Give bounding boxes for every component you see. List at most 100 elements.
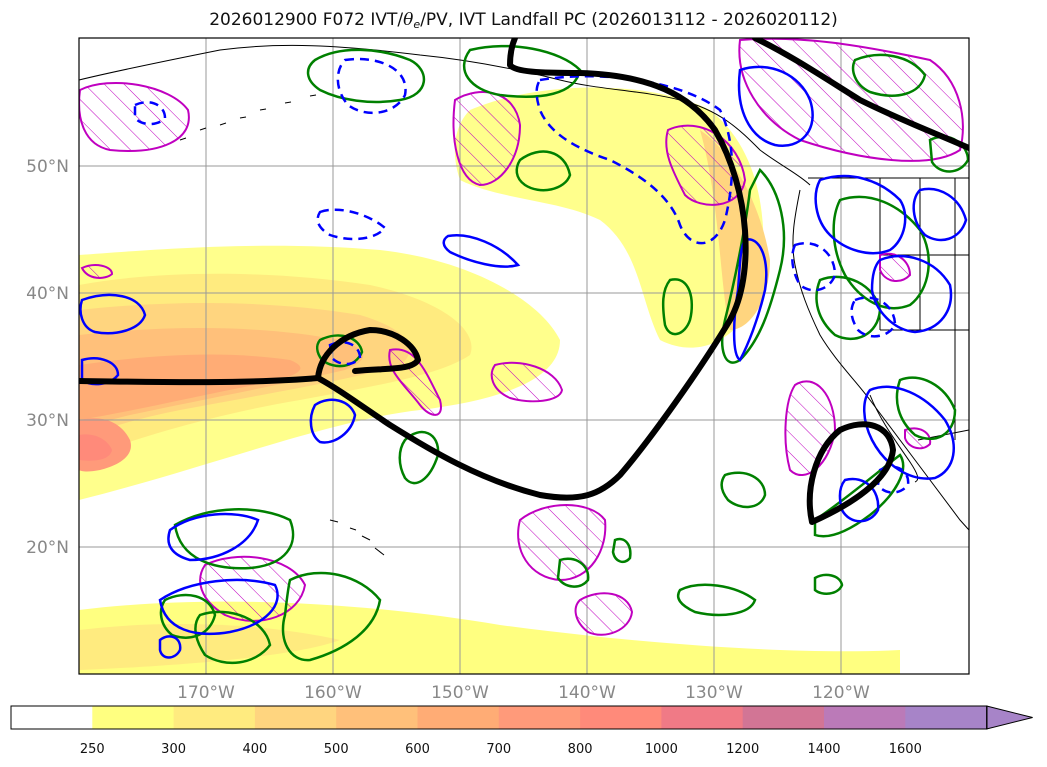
colorbar-swatch-11 [905,706,988,729]
lon-label-140w: 140°W [558,683,616,703]
colorbar-tick-1200: 1200 [726,742,759,757]
theta-e-contour-14 [158,635,182,659]
colorbar-swatch-5 [417,706,500,729]
colorbar-swatch-1 [92,706,175,729]
pv-contour-12 [281,571,382,662]
theta-e-contour-1 [737,65,814,148]
theta-e-contour-13 [912,187,968,242]
pv-contour-2 [463,44,582,98]
north-america-coast [792,189,969,531]
theta-e-dashed-5 [791,242,837,292]
theta-e-dashed-4 [133,101,167,126]
colorbar-swatch-0 [11,706,93,729]
theta-e-contour-8 [863,385,955,480]
landfall-pc-loop [315,327,421,381]
colorbar-swatch-8 [661,706,744,729]
theta-e-contour-3 [79,293,147,335]
ivt-band-1000 [79,434,112,461]
colorbar-tick-600: 600 [405,742,430,757]
lat-label-20: 20°N [26,538,69,558]
theta-e-contour-9 [309,398,357,444]
theta-e-dashed-7 [328,341,362,366]
hatch-region-6 [490,361,564,403]
pv-contour-17 [813,573,844,595]
pv-contour-1 [306,48,426,104]
theta-e-contour-10 [167,512,260,562]
longitude-labels: 170°W 160°W 150°W 140°W 130°W 120°W [177,683,870,703]
lon-label-130w: 130°W [685,683,743,703]
colorbar-extend-arrow [986,705,1033,730]
hawaii-islands [329,519,385,556]
pv-contour-5 [661,278,694,336]
colorbar-tick-1400: 1400 [807,742,840,757]
hatch-region-9 [199,555,307,622]
lat-label-40: 40°N [26,284,69,304]
colorbar-tick-800: 800 [568,742,593,757]
colorbar-swatch-6 [498,706,581,729]
theta-e-dashed-3 [316,208,387,241]
colorbar-tick-300: 300 [161,742,186,757]
colorbar-tick-400: 400 [242,742,267,757]
hatch-region-8 [517,504,607,582]
pv-contour-6 [832,195,930,310]
colorbar-tick-1000: 1000 [645,742,678,757]
hatch-region-10 [574,592,634,636]
pv-contour-3 [515,150,572,192]
landfall-pc-southern-loop [806,421,896,525]
pv-contour-7 [815,275,882,341]
landfall-pc-contour [79,38,969,525]
colorbar-swatches [11,706,988,729]
map-frame [78,37,970,675]
colorbar-swatch-9 [742,706,825,729]
colorbar-tick-1600: 1600 [889,742,922,757]
colorbar-frame [10,705,988,730]
colorbar-swatch-3 [254,706,337,729]
colorbar-swatch-2 [173,706,256,729]
hatched-regions [79,38,964,636]
landfall-pc-main [79,38,749,501]
ivt-band-600 [79,354,301,420]
hatch-region-11 [80,264,114,279]
colorbar: 250 300 400 500 600 700 800 1000 1200 1400 1600 [10,705,1033,757]
hatch-region-13 [904,427,932,450]
pv-contours [159,44,969,665]
theta-e-contour-2 [442,234,521,268]
lon-label-150w: 150°W [431,683,489,703]
colorbar-tick-700: 700 [486,742,511,757]
pv-contour-19 [194,610,272,665]
pv-contour-22 [851,53,927,97]
theta-e-dashed-1 [336,57,407,115]
theta-e-contour-11 [158,578,279,636]
hatch-region-1 [79,81,190,152]
colorbar-tick-250: 250 [80,742,105,757]
theta-e-contour-6 [814,174,907,255]
pv-contour-20 [556,557,590,588]
theta-e-contour-7 [870,255,953,334]
colorbar-swatch-4 [336,706,418,729]
colorbar-swatch-7 [580,706,662,729]
map-title: 2026012900 F072 IVT/θe/PV, IVT Landfall … [209,10,838,31]
pv-contour-15 [720,471,767,509]
lon-label-120w: 120°W [812,683,870,703]
colorbar-ticks: 250 300 400 500 600 700 800 1000 1200 1400 1600 [80,742,922,757]
hatch-region-4 [738,38,964,162]
pv-contour-14 [676,583,757,617]
pv-contour-8 [895,376,957,441]
hatch-region-12 [879,252,912,282]
map-area [79,38,969,674]
ivt-band-tropics-inner [79,624,340,670]
lon-label-170w: 170°W [177,683,235,703]
pv-contour-16 [813,453,905,538]
latitude-labels: 20°N 30°N 40°N 50°N [26,157,69,558]
theta-e-dashed-contours [133,57,910,494]
theta-e-dashed-8 [876,465,910,494]
colorbar-swatch-10 [824,706,906,729]
theta-e-contour-5 [732,238,768,362]
lat-label-50: 50°N [26,157,69,177]
pv-contour-18 [611,537,632,564]
pv-contour-10 [398,430,440,485]
aleutian-islands [179,94,317,141]
lon-label-160w: 160°W [304,683,362,703]
colorbar-tick-500: 500 [324,742,349,757]
